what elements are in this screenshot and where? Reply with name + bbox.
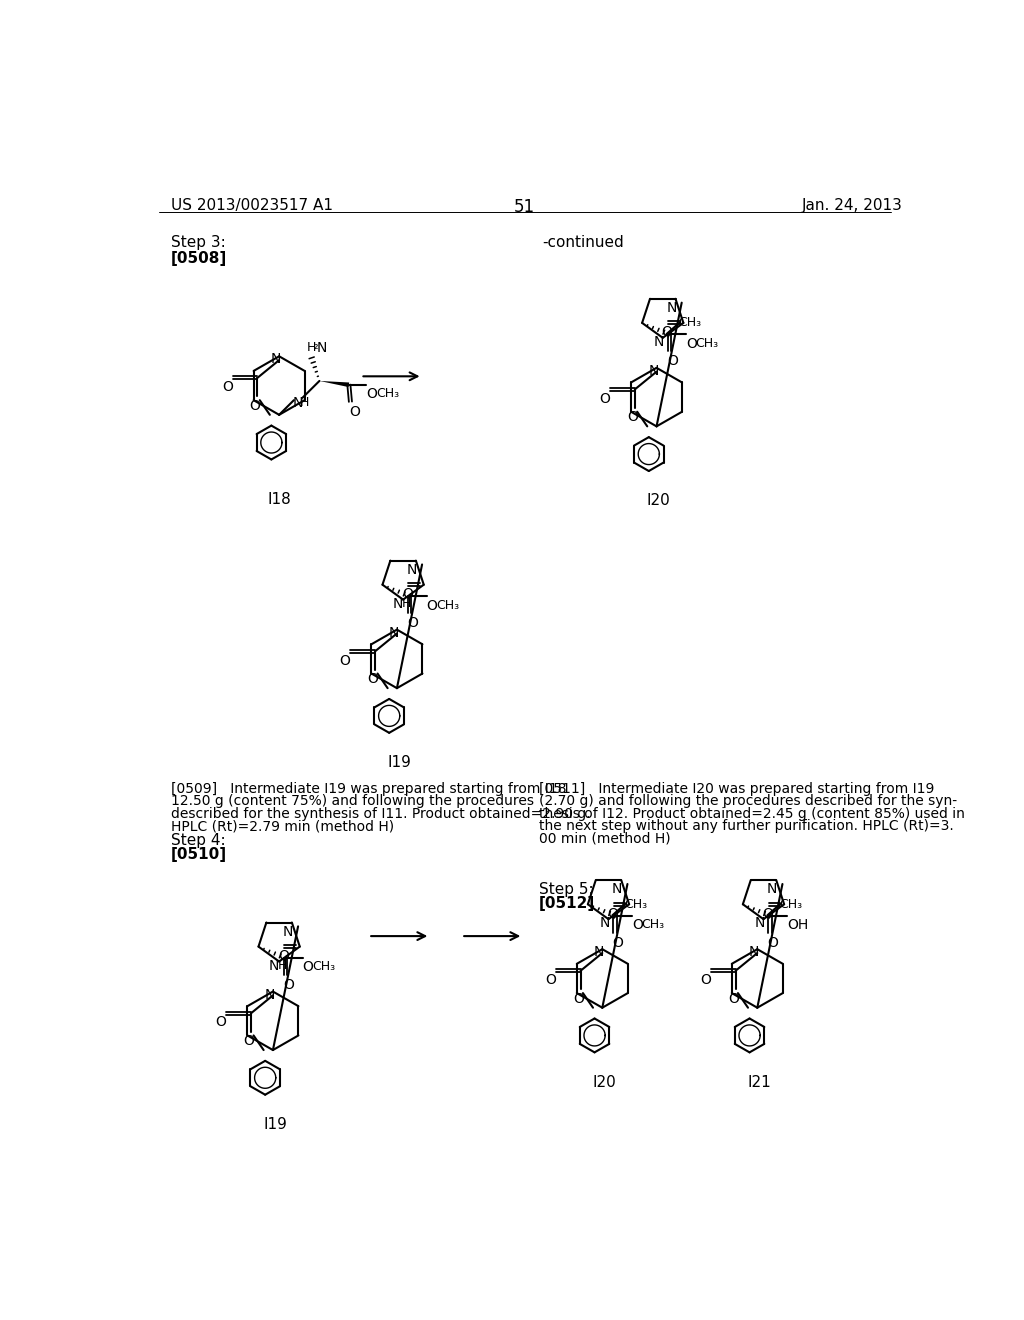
Text: 00 min (method H): 00 min (method H) (539, 832, 671, 845)
Text: N: N (594, 945, 604, 960)
Text: CH₃: CH₃ (376, 387, 399, 400)
Text: O: O (279, 949, 289, 962)
Text: O: O (612, 936, 624, 950)
Text: I19: I19 (387, 755, 412, 770)
Text: N: N (749, 945, 760, 960)
Text: N: N (268, 960, 279, 973)
Text: O: O (667, 355, 678, 368)
Text: N: N (667, 301, 677, 315)
Text: H: H (401, 598, 411, 610)
Text: O: O (250, 399, 260, 413)
Text: I19: I19 (263, 1117, 287, 1133)
Text: H: H (307, 341, 316, 354)
Text: CH₃: CH₃ (695, 337, 719, 350)
Text: N: N (270, 352, 282, 367)
Text: O: O (284, 978, 294, 993)
Text: N: N (407, 562, 417, 577)
Text: O: O (763, 907, 773, 920)
Text: N: N (283, 925, 293, 939)
Text: [0508]: [0508] (171, 251, 227, 265)
Text: CH₃: CH₃ (312, 961, 335, 973)
Text: O: O (402, 587, 413, 601)
Text: US 2013/0023517 A1: US 2013/0023517 A1 (171, 198, 333, 214)
Text: Jan. 24, 2013: Jan. 24, 2013 (802, 198, 903, 214)
Text: N: N (392, 598, 402, 611)
Text: O: O (222, 380, 232, 395)
Text: O: O (545, 973, 556, 987)
Text: O: O (686, 337, 697, 351)
Polygon shape (319, 381, 349, 387)
Text: CH₃: CH₃ (624, 898, 647, 911)
Text: thesis of I12. Product obtained=2.45 g (content 85%) used in: thesis of I12. Product obtained=2.45 g (… (539, 807, 965, 821)
Text: (2.70 g) and following the procedures described for the syn-: (2.70 g) and following the procedures de… (539, 795, 956, 808)
Text: I21: I21 (748, 1074, 771, 1090)
Text: [0509]   Intermediate I19 was prepared starting from I18: [0509] Intermediate I19 was prepared sta… (171, 781, 566, 796)
Text: O: O (367, 387, 378, 401)
Text: CH₃: CH₃ (779, 898, 802, 911)
Text: O: O (244, 1034, 254, 1048)
Text: O: O (728, 991, 738, 1006)
Text: O: O (700, 973, 711, 987)
Text: HPLC (Rt)=2.79 min (method H): HPLC (Rt)=2.79 min (method H) (171, 818, 394, 833)
Text: O: O (408, 616, 418, 630)
Text: [0512]: [0512] (539, 896, 595, 911)
Text: N: N (389, 626, 399, 640)
Text: [0510]: [0510] (171, 847, 226, 862)
Text: O: O (572, 991, 584, 1006)
Text: H: H (299, 396, 308, 409)
Text: N: N (648, 364, 658, 378)
Text: O: O (599, 392, 610, 405)
Text: CH₃: CH₃ (678, 317, 701, 329)
Text: O: O (340, 653, 350, 668)
Text: O: O (427, 598, 437, 612)
Text: I20: I20 (647, 494, 671, 508)
Text: O: O (303, 961, 313, 974)
Text: the next step without any further purification. HPLC (Rt)=3.: the next step without any further purifi… (539, 818, 953, 833)
Text: OH: OH (787, 919, 808, 932)
Text: -continued: -continued (543, 235, 625, 251)
Text: CH₃: CH₃ (436, 598, 459, 611)
Text: O: O (349, 405, 359, 418)
Text: N: N (292, 396, 303, 411)
Text: O: O (368, 672, 378, 686)
Text: O: O (768, 936, 778, 950)
Text: Step 4:: Step 4: (171, 833, 225, 847)
Text: N: N (599, 916, 610, 931)
Text: N: N (755, 916, 765, 931)
Text: N: N (316, 341, 327, 355)
Text: described for the synthesis of I11. Product obtained=2.90 g.: described for the synthesis of I11. Prod… (171, 807, 590, 821)
Text: 12.50 g (content 75%) and following the procedures: 12.50 g (content 75%) and following the … (171, 795, 534, 808)
Text: O: O (632, 919, 643, 932)
Text: N: N (264, 987, 275, 1002)
Text: 51: 51 (514, 198, 536, 216)
Text: [0511]   Intermediate I20 was prepared starting from I19: [0511] Intermediate I20 was prepared sta… (539, 781, 934, 796)
Text: CH₃: CH₃ (641, 919, 665, 931)
Text: N: N (653, 335, 664, 348)
Text: O: O (607, 907, 618, 920)
Text: H: H (278, 960, 287, 973)
Text: I18: I18 (267, 492, 291, 507)
Text: N: N (612, 883, 623, 896)
Text: I20: I20 (593, 1074, 616, 1090)
Text: Step 3:: Step 3: (171, 235, 225, 251)
Text: Step 5:: Step 5: (539, 882, 593, 898)
Text: O: O (627, 411, 638, 424)
Text: ₂: ₂ (313, 341, 317, 351)
Text: N: N (767, 883, 777, 896)
Text: O: O (216, 1015, 226, 1030)
Text: O: O (662, 325, 673, 339)
